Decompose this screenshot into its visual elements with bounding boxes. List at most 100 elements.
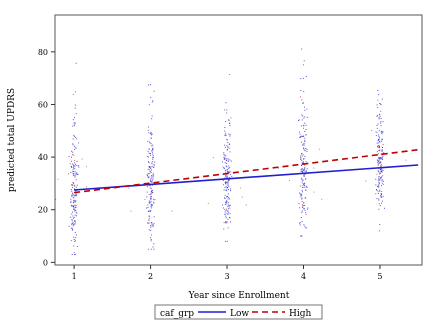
scatter-point — [378, 203, 380, 205]
scatter-point — [150, 204, 152, 206]
scatter-point — [72, 193, 74, 195]
scatter-point — [76, 160, 78, 162]
scatter-point — [225, 160, 227, 162]
scatter-point — [150, 137, 152, 139]
scatter-point — [224, 134, 226, 136]
scatter-point — [302, 143, 304, 145]
scatter-point — [150, 187, 152, 189]
scatter-point — [149, 84, 151, 86]
scatter-point — [72, 224, 74, 226]
scatter-point — [306, 148, 308, 150]
scatter-point — [76, 246, 78, 247]
scatter-point — [228, 133, 230, 135]
scatter-point — [73, 245, 75, 247]
scatter-point — [227, 181, 229, 183]
scatter-point — [150, 239, 152, 241]
scatter-point — [226, 138, 228, 140]
scatter-point — [224, 157, 226, 159]
y-tick-label-2: 40 — [38, 153, 48, 162]
scatter-point — [75, 113, 77, 115]
scatter-point — [299, 96, 301, 98]
scatter-point — [225, 221, 227, 223]
scatter-point — [304, 175, 306, 177]
scatter-point — [222, 179, 224, 181]
scatter-point — [301, 177, 303, 179]
scatter-point — [227, 180, 229, 182]
scatter-point — [151, 174, 153, 176]
scatter-point — [75, 179, 77, 181]
scatter-point — [72, 125, 74, 127]
scatter-point — [289, 179, 291, 181]
scatter-point — [151, 169, 153, 171]
scatter-point — [378, 139, 380, 141]
scatter-point — [303, 102, 305, 104]
scatter-point — [148, 148, 150, 150]
scatter-point — [377, 89, 379, 91]
scatter-point — [148, 222, 150, 224]
scatter-point — [74, 184, 76, 186]
scatter-point — [73, 208, 75, 210]
scatter-point — [305, 134, 307, 136]
scatter-point — [380, 165, 382, 167]
scatter-point — [147, 150, 149, 152]
scatter-point — [382, 144, 384, 146]
scatter-point — [225, 181, 227, 183]
scatter-point — [378, 178, 380, 180]
scatter-point — [305, 171, 307, 173]
scatter-point — [377, 186, 379, 188]
scatter-point — [73, 117, 75, 119]
scatter-point — [304, 122, 306, 124]
scatter-point — [378, 161, 380, 163]
scatter-point — [148, 194, 150, 196]
legend-label-high: High — [289, 309, 311, 319]
scatter-point — [152, 158, 154, 160]
scatter-point — [304, 106, 306, 108]
scatter-point — [227, 159, 229, 161]
scatter-point — [74, 195, 76, 197]
scatter-point — [151, 190, 153, 192]
scatter-point — [148, 168, 150, 170]
scatter-point — [72, 163, 74, 165]
scatter-point — [152, 147, 154, 149]
scatter-point — [222, 161, 223, 163]
scatter-point — [227, 193, 229, 195]
scatter-point — [146, 186, 148, 188]
scatter-point — [148, 200, 150, 202]
scatter-point — [300, 193, 302, 195]
scatter-point — [73, 194, 75, 196]
scatter-point — [301, 198, 303, 200]
scatter-point — [226, 170, 228, 172]
scatter-point — [73, 199, 75, 201]
scatter-point — [226, 109, 228, 111]
scatter-point — [302, 115, 304, 117]
scatter-point — [70, 216, 72, 218]
scatter-point — [73, 223, 75, 225]
scatter-point — [75, 194, 77, 196]
x-tick-label-1: 2 — [148, 272, 153, 281]
scatter-point — [75, 91, 76, 93]
scatter-point — [303, 91, 305, 93]
scatter-point — [151, 156, 153, 158]
scatter-point — [321, 198, 323, 200]
scatter-point — [151, 118, 153, 120]
scatter-point — [304, 116, 306, 118]
scatter-point — [225, 174, 227, 176]
scatter-point — [70, 172, 72, 174]
scatter-point — [378, 137, 380, 139]
scatter-point — [72, 206, 74, 208]
scatter-point — [241, 196, 243, 198]
scatter-point — [381, 190, 383, 192]
scatter-point — [74, 168, 76, 170]
scatter-point — [153, 201, 155, 203]
scatter-point — [227, 161, 229, 163]
scatter-point — [151, 115, 153, 117]
scatter-point — [70, 201, 72, 203]
scatter-point — [149, 170, 151, 172]
scatter-point — [151, 162, 153, 164]
scatter-point — [304, 131, 306, 133]
scatter-point — [229, 74, 231, 76]
scatter-point — [227, 175, 229, 177]
scatter-point — [300, 90, 302, 92]
scatter-point — [225, 208, 227, 210]
scatter-point — [380, 168, 382, 170]
